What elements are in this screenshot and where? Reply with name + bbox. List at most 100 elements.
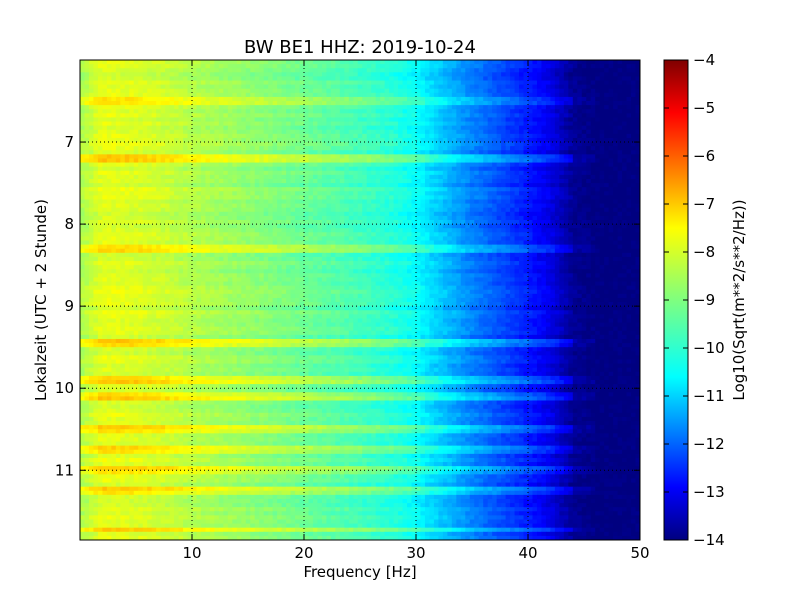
heatmap-cell [568, 199, 574, 205]
heatmap-cell [460, 207, 466, 213]
heatmap-cell [281, 187, 287, 192]
heatmap-cell [147, 211, 153, 217]
heatmap-cell [106, 137, 112, 143]
heatmap-cell [590, 220, 596, 225]
heatmap-cell [487, 183, 493, 188]
heatmap-cell [80, 88, 85, 94]
heatmap-cell [572, 113, 578, 118]
heatmap-cell [348, 199, 354, 205]
heatmap-cell [496, 105, 502, 110]
heatmap-cell [277, 96, 283, 102]
heatmap-cell [393, 105, 399, 110]
heatmap-cell [536, 220, 542, 225]
heatmap-cell [295, 133, 301, 139]
heatmap-cell [245, 96, 251, 102]
heatmap-cell [447, 84, 453, 90]
heatmap-cell [424, 174, 430, 180]
heatmap-cell [209, 64, 215, 69]
heatmap-cell [232, 88, 238, 94]
heatmap-cell [192, 195, 197, 200]
heatmap-cell [465, 88, 471, 94]
heatmap-cell [254, 80, 260, 86]
heatmap-cell [407, 207, 413, 213]
heatmap-cell [492, 92, 498, 98]
heatmap-cell [487, 121, 493, 127]
heatmap-cell [599, 150, 605, 155]
heatmap-cell [160, 195, 166, 200]
heatmap-cell [299, 109, 305, 114]
heatmap-cell [429, 154, 435, 159]
heatmap-cell [429, 199, 435, 205]
heatmap-cell [429, 121, 435, 127]
heatmap-cell [416, 105, 421, 110]
heatmap-cell [528, 96, 533, 102]
heatmap-cell [138, 60, 144, 65]
heatmap-cell [321, 84, 327, 90]
heatmap-cell [599, 125, 605, 131]
heatmap-cell [321, 162, 327, 168]
heatmap-cell [402, 207, 408, 213]
heatmap-cell [312, 105, 318, 110]
heatmap-cell [528, 129, 533, 135]
heatmap-cell [371, 162, 377, 168]
heatmap-cell [465, 105, 471, 110]
heatmap-cell [590, 146, 596, 151]
heatmap-cell [106, 195, 112, 200]
heatmap-cell [165, 113, 171, 118]
heatmap-cell [339, 154, 345, 159]
heatmap-cell [295, 191, 301, 196]
heatmap-cell [353, 76, 359, 82]
heatmap-cell [384, 101, 390, 106]
heatmap-cell [362, 92, 368, 98]
heatmap-cell [174, 142, 180, 147]
heatmap-cell [272, 125, 278, 131]
heatmap-cell [214, 203, 220, 209]
heatmap-cell [572, 109, 578, 114]
heatmap-cell [88, 76, 94, 82]
heatmap-cell [371, 64, 377, 69]
heatmap-cell [223, 142, 229, 147]
heatmap-cell [366, 211, 372, 217]
heatmap-cell [196, 187, 202, 192]
heatmap-cell [420, 162, 426, 168]
heatmap-cell [133, 88, 139, 94]
heatmap-cell [389, 92, 395, 98]
heatmap-cell [536, 76, 542, 82]
heatmap-cell [223, 80, 229, 86]
heatmap-cell [460, 195, 466, 200]
heatmap-cell [339, 146, 345, 151]
heatmap-cell [357, 154, 363, 159]
heatmap-cell [192, 133, 197, 139]
heatmap-cell [142, 142, 148, 147]
heatmap-cell [402, 158, 408, 164]
heatmap-cell [586, 84, 592, 90]
heatmap-cell [250, 183, 256, 188]
heatmap-cell [304, 72, 309, 77]
heatmap-cell [339, 101, 345, 106]
heatmap-cell [80, 84, 85, 90]
heatmap-cell [590, 80, 596, 86]
heatmap-cell [514, 68, 520, 73]
heatmap-cell [88, 109, 94, 114]
heatmap-cell [102, 64, 108, 69]
heatmap-cell [308, 125, 314, 131]
heatmap-cell [631, 191, 637, 196]
heatmap-cell [478, 117, 484, 123]
heatmap-cell [308, 170, 314, 176]
heatmap-cell [505, 96, 511, 102]
heatmap-cell [563, 84, 569, 90]
heatmap-cell [411, 191, 417, 196]
heatmap-cell [138, 220, 144, 225]
heatmap-cell [577, 178, 583, 184]
heatmap-cell [442, 154, 448, 159]
heatmap-cell [626, 174, 632, 180]
heatmap-cell [196, 154, 202, 159]
heatmap-cell [200, 129, 206, 135]
heatmap-cell [617, 146, 623, 151]
heatmap-cell [218, 125, 224, 131]
heatmap-cell [460, 183, 466, 188]
heatmap-cell [442, 101, 448, 106]
heatmap-cell [138, 105, 144, 110]
heatmap-cell [590, 96, 596, 102]
heatmap-cell [447, 187, 453, 192]
